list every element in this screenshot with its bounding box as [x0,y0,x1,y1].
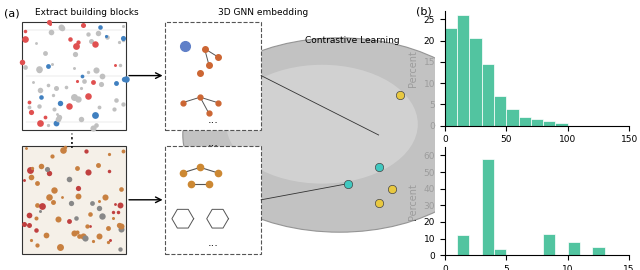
Circle shape [183,38,496,232]
Bar [518,117,531,126]
Y-axis label: Percent: Percent [408,50,418,87]
Text: Extract building blocks: Extract building blocks [35,8,138,17]
FancyBboxPatch shape [22,146,126,254]
Bar [568,242,580,255]
Text: ...: ... [208,138,219,148]
FancyBboxPatch shape [165,22,261,130]
Text: (b): (b) [415,7,431,17]
Bar [506,109,518,126]
Bar [457,15,469,126]
Bar [592,247,605,255]
Bar [543,234,556,255]
Y-axis label: Percent: Percent [408,183,418,220]
Bar [469,38,482,126]
Bar [543,121,556,126]
Text: ⋮: ⋮ [65,132,79,146]
Text: 3D GNN embedding: 3D GNN embedding [218,8,308,17]
Bar [457,235,469,255]
Bar [531,119,543,126]
Text: (a): (a) [4,8,20,18]
Bar [494,248,506,255]
FancyBboxPatch shape [165,146,261,254]
Text: ...: ... [208,115,219,125]
Text: ...: ... [208,238,219,248]
Bar [482,159,494,255]
Text: Contrastive Learning: Contrastive Learning [305,36,400,45]
Bar [482,64,494,126]
Text: ⋮: ⋮ [65,136,79,150]
Bar [556,123,568,126]
Circle shape [227,65,418,184]
X-axis label: Number of atoms: Number of atoms [494,150,580,160]
Bar [445,28,457,126]
Bar [494,96,506,126]
FancyBboxPatch shape [22,22,126,130]
